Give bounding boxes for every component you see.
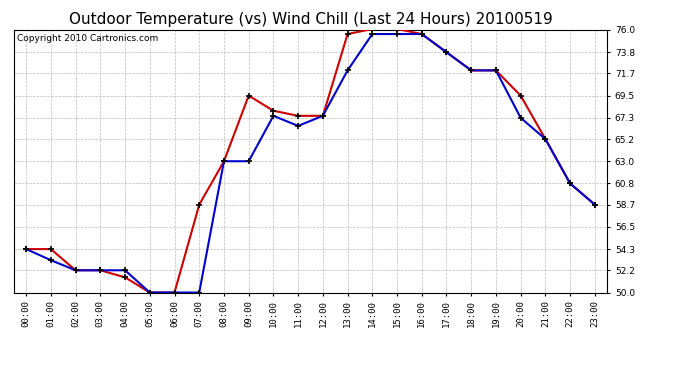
Title: Outdoor Temperature (vs) Wind Chill (Last 24 Hours) 20100519: Outdoor Temperature (vs) Wind Chill (Las… — [68, 12, 553, 27]
Text: Copyright 2010 Cartronics.com: Copyright 2010 Cartronics.com — [17, 34, 158, 43]
